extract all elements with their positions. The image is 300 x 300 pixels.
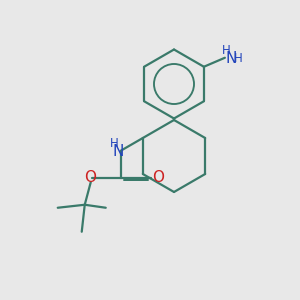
Text: N: N bbox=[113, 144, 124, 159]
Text: H: H bbox=[110, 137, 118, 150]
Text: H: H bbox=[222, 44, 230, 57]
Text: H: H bbox=[234, 52, 243, 65]
Text: O: O bbox=[84, 170, 96, 185]
Text: O: O bbox=[152, 170, 164, 185]
Text: N: N bbox=[226, 51, 237, 66]
